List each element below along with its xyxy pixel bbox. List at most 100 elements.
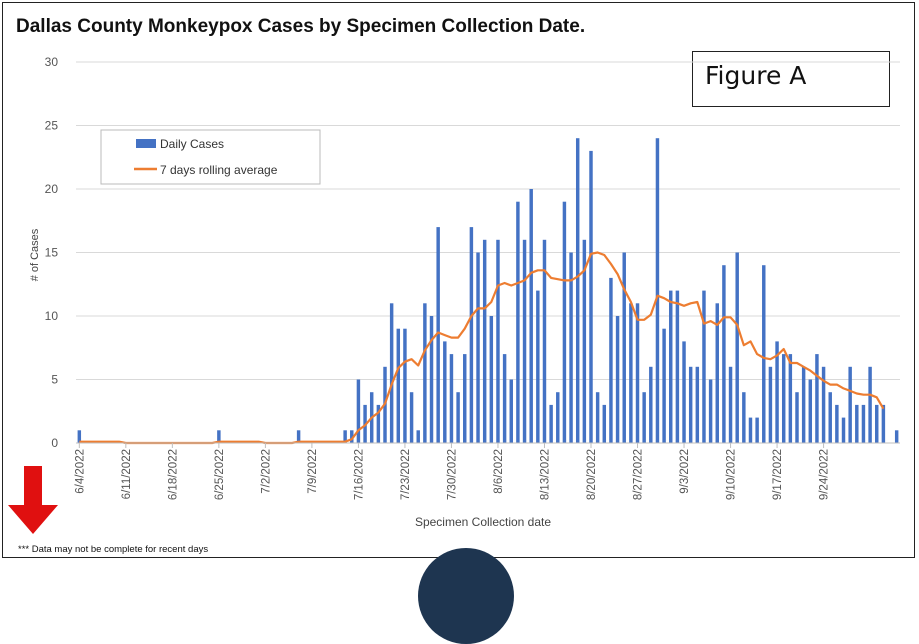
bar-daily-cases bbox=[728, 366, 733, 443]
x-tick-label: 6/25/2022 bbox=[214, 449, 226, 500]
bar-daily-cases bbox=[423, 303, 427, 443]
bar-daily-cases bbox=[296, 430, 301, 443]
bar-daily-cases bbox=[489, 316, 494, 443]
x-tick-label: 6/11/2022 bbox=[121, 449, 133, 499]
bar-daily-cases bbox=[542, 239, 547, 443]
bar-daily-cases bbox=[855, 404, 859, 443]
chart-title: Dallas County Monkeypox Cases by Specime… bbox=[16, 16, 586, 37]
figure-label-box: Figure A bbox=[692, 51, 890, 107]
figure-label: Figure A bbox=[705, 61, 807, 90]
bar-daily-cases bbox=[356, 379, 361, 443]
bar-daily-cases bbox=[549, 404, 553, 443]
x-tick-label: 7/30/2022 bbox=[446, 449, 458, 500]
bar-daily-cases bbox=[835, 404, 839, 443]
bar-daily-cases bbox=[722, 265, 726, 443]
bar-daily-cases bbox=[436, 227, 440, 443]
bar-daily-cases bbox=[502, 354, 507, 443]
y-tick-label: 25 bbox=[45, 119, 59, 133]
bar-daily-cases bbox=[715, 303, 719, 443]
bar-daily-cases bbox=[582, 239, 587, 443]
bar-daily-cases bbox=[675, 290, 680, 443]
bar-daily-cases bbox=[755, 417, 759, 443]
x-tick-label: 8/20/2022 bbox=[586, 449, 598, 500]
bar-daily-cases bbox=[376, 404, 381, 443]
x-tick-label: 9/17/2022 bbox=[772, 449, 784, 500]
y-tick-label: 10 bbox=[45, 309, 59, 323]
bar-daily-cases bbox=[449, 354, 454, 443]
bar-daily-cases bbox=[695, 366, 700, 443]
x-axis-label: Specimen Collection date bbox=[415, 515, 551, 529]
x-tick-label: 8/27/2022 bbox=[633, 449, 645, 500]
bar-daily-cases bbox=[828, 392, 832, 443]
bar-daily-cases bbox=[801, 366, 806, 443]
y-axis-label: # of Cases bbox=[29, 228, 41, 281]
x-tick-label: 7/16/2022 bbox=[353, 449, 365, 500]
bar-daily-cases bbox=[536, 290, 540, 443]
bar-daily-cases bbox=[482, 239, 487, 443]
bar-daily-cases bbox=[781, 354, 786, 443]
bar-daily-cases bbox=[788, 354, 793, 443]
gridlines bbox=[76, 61, 900, 380]
bar-daily-cases bbox=[742, 392, 746, 443]
bar-daily-cases bbox=[861, 404, 866, 443]
bar-daily-cases bbox=[655, 138, 660, 443]
bar-daily-cases bbox=[562, 201, 567, 443]
bar-daily-cases bbox=[775, 341, 779, 443]
bar-daily-cases bbox=[350, 430, 354, 443]
legend: Daily Cases 7 days rolling average bbox=[100, 129, 321, 185]
bar-daily-cases bbox=[77, 430, 82, 443]
bar-daily-cases bbox=[556, 392, 560, 443]
bar-daily-cases bbox=[595, 392, 600, 443]
bar-daily-cases bbox=[894, 430, 899, 443]
bar-daily-cases bbox=[522, 239, 527, 443]
data-completeness-note: *** Data may not be complete for recent … bbox=[18, 544, 209, 555]
bar-daily-cases bbox=[217, 430, 221, 443]
x-tick-label: 7/23/2022 bbox=[400, 449, 412, 500]
bar-daily-cases bbox=[569, 252, 573, 443]
bar-daily-cases bbox=[841, 417, 846, 443]
bar-daily-cases bbox=[409, 392, 414, 443]
y-tick-label: 15 bbox=[45, 246, 59, 260]
bar-daily-cases bbox=[848, 366, 852, 443]
bar-daily-cases bbox=[735, 252, 739, 443]
bar-daily-cases bbox=[682, 341, 686, 443]
bar-daily-cases bbox=[602, 404, 607, 443]
bar-daily-cases bbox=[496, 239, 500, 443]
bar-daily-cases bbox=[416, 430, 420, 443]
bar-daily-cases bbox=[702, 290, 706, 443]
legend-label-rolling-average: 7 days rolling average bbox=[160, 163, 278, 177]
x-tick-label: 9/3/2022 bbox=[679, 449, 691, 494]
x-tick-label: 6/18/2022 bbox=[167, 449, 179, 500]
bar-daily-cases bbox=[403, 328, 407, 443]
x-axis-ticks: 6/4/2022 6/11/2022 6/18/2022 6/25/2022 7/2/2… bbox=[74, 443, 831, 500]
bar-daily-cases bbox=[516, 201, 520, 443]
bar-daily-cases bbox=[762, 265, 766, 443]
down-arrow-icon bbox=[8, 466, 58, 534]
legend-label-daily-cases: Daily Cases bbox=[160, 137, 224, 151]
bar-daily-cases bbox=[881, 404, 886, 443]
bar-daily-cases bbox=[429, 316, 434, 443]
y-axis-ticks: 0 5 10 15 20 25 30 bbox=[45, 55, 59, 450]
daily-cases-bars bbox=[77, 138, 899, 443]
bar-daily-cases bbox=[815, 354, 819, 443]
x-tick-label: 7/9/2022 bbox=[307, 449, 319, 494]
x-tick-label: 8/13/2022 bbox=[539, 449, 551, 500]
x-tick-label: 9/10/2022 bbox=[726, 449, 738, 500]
y-tick-label: 0 bbox=[51, 436, 58, 450]
bar-daily-cases bbox=[635, 303, 640, 443]
bar-daily-cases bbox=[389, 303, 394, 443]
bar-daily-cases bbox=[589, 150, 593, 443]
y-tick-label: 30 bbox=[45, 55, 59, 69]
bar-daily-cases bbox=[476, 252, 480, 443]
legend-swatch-daily-cases bbox=[136, 139, 156, 148]
bar-daily-cases bbox=[463, 354, 467, 443]
bar-daily-cases bbox=[396, 328, 401, 443]
y-tick-label: 5 bbox=[51, 373, 58, 387]
y-tick-label: 20 bbox=[45, 182, 59, 196]
bar-daily-cases bbox=[708, 379, 713, 443]
bar-daily-cases bbox=[669, 290, 673, 443]
bar-daily-cases bbox=[768, 366, 773, 443]
bar-daily-cases bbox=[509, 379, 513, 443]
bar-daily-cases bbox=[875, 404, 879, 443]
